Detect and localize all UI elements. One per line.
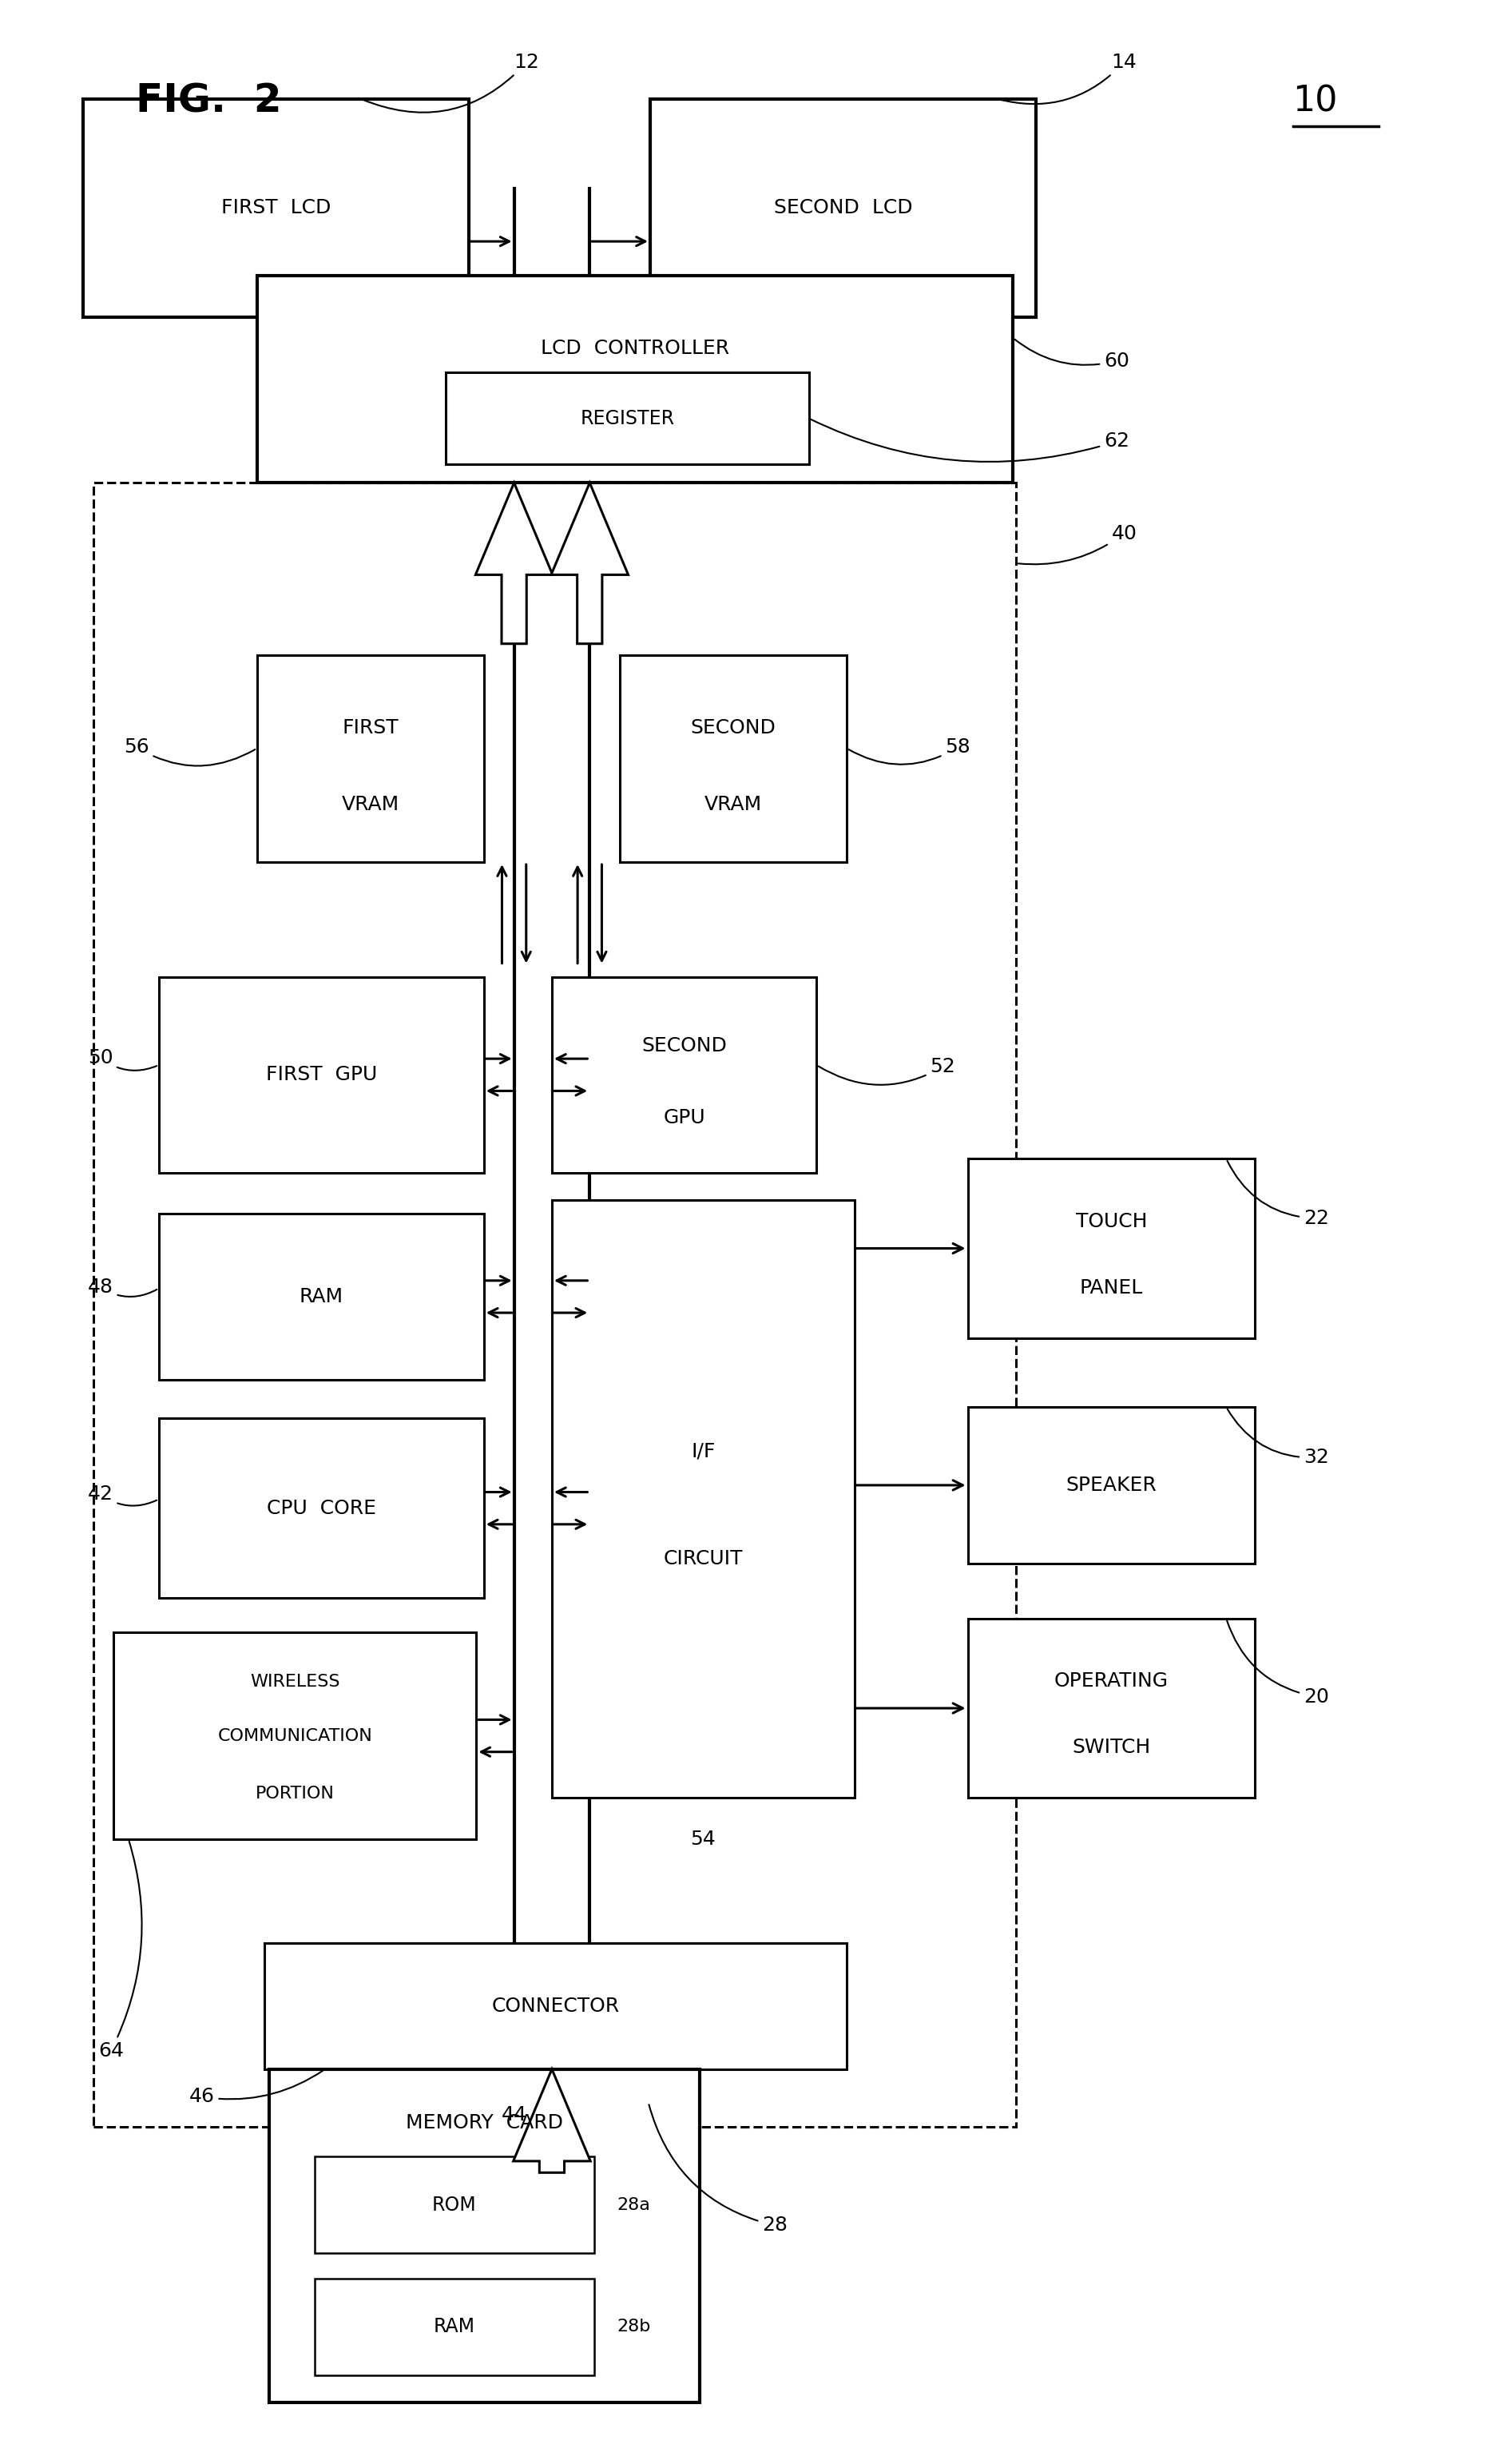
Text: 48: 48 [88,1277,157,1296]
Text: GPU: GPU [664,1107,705,1127]
Text: 62: 62 [810,418,1129,462]
Text: SECOND  LCD: SECOND LCD [774,199,912,216]
Text: MEMORY  CARD: MEMORY CARD [405,2113,564,2133]
Bar [968,1407,1255,1565]
Text: RAM: RAM [434,2317,475,2337]
Text: CONNECTOR: CONNECTOR [491,1998,620,2015]
Text: 22: 22 [1228,1161,1329,1228]
Text: 14: 14 [999,52,1137,103]
Bar [159,1213,484,1380]
Text: SECOND: SECOND [691,718,776,738]
Text: SWITCH: SWITCH [1072,1739,1151,1756]
Text: 58: 58 [848,738,971,765]
Text: OPERATING: OPERATING [1054,1673,1169,1690]
Text: 52: 52 [818,1058,956,1085]
Text: 44: 44 [502,2106,526,2125]
Bar [552,977,816,1173]
Text: 20: 20 [1226,1621,1329,1707]
Bar [113,1633,476,1840]
Bar [314,2157,594,2253]
Bar [257,276,1013,482]
Bar [257,654,484,861]
Bar [552,1200,854,1798]
FancyArrow shape [552,482,629,645]
Bar [269,2069,700,2403]
Text: VRAM: VRAM [342,795,399,814]
Text: 28b: 28b [617,2320,650,2335]
Bar [159,1419,484,1599]
Text: TOUCH: TOUCH [1075,1213,1148,1230]
Text: SECOND: SECOND [641,1036,727,1055]
Text: VRAM: VRAM [705,795,762,814]
Bar [968,1619,1255,1798]
Text: FIRST  LCD: FIRST LCD [221,199,331,216]
Text: LCD  CONTROLLER: LCD CONTROLLER [541,339,729,357]
Text: I/F: I/F [691,1442,715,1461]
Text: 28: 28 [649,2106,788,2236]
Text: COMMUNICATION: COMMUNICATION [218,1727,372,1744]
Bar [314,2278,594,2374]
Bar [94,482,1016,2125]
Text: 28a: 28a [617,2197,650,2214]
Text: 56: 56 [124,738,256,765]
Text: 54: 54 [691,1830,715,1850]
Text: CPU  CORE: CPU CORE [266,1498,376,1518]
Text: FIRST  GPU: FIRST GPU [266,1065,376,1085]
Text: 50: 50 [88,1048,157,1070]
Text: FIG.  2: FIG. 2 [136,81,281,121]
FancyArrow shape [514,2069,590,2172]
Text: 60: 60 [1015,339,1129,371]
Text: PORTION: PORTION [256,1786,334,1801]
Bar [83,98,469,317]
Text: 64: 64 [98,1843,142,2061]
Text: FIRST: FIRST [342,718,399,738]
Text: SPEAKER: SPEAKER [1066,1476,1157,1496]
FancyArrow shape [476,482,553,645]
Text: WIRELESS: WIRELESS [249,1673,340,1690]
Bar [968,1159,1255,1338]
Text: 46: 46 [189,2071,324,2106]
Text: RAM: RAM [299,1287,343,1306]
Text: 40: 40 [1018,524,1137,563]
Text: ROM: ROM [432,2194,476,2214]
Text: 42: 42 [88,1486,157,1506]
Text: CIRCUIT: CIRCUIT [664,1550,742,1569]
Text: REGISTER: REGISTER [581,408,674,428]
Text: 10: 10 [1293,84,1338,118]
Text: 12: 12 [363,52,540,113]
Bar [159,977,484,1173]
Bar [265,1943,847,2069]
Text: PANEL: PANEL [1080,1279,1143,1296]
Text: 32: 32 [1228,1410,1329,1466]
Bar [650,98,1036,317]
Bar [446,371,809,465]
Bar [620,654,847,861]
